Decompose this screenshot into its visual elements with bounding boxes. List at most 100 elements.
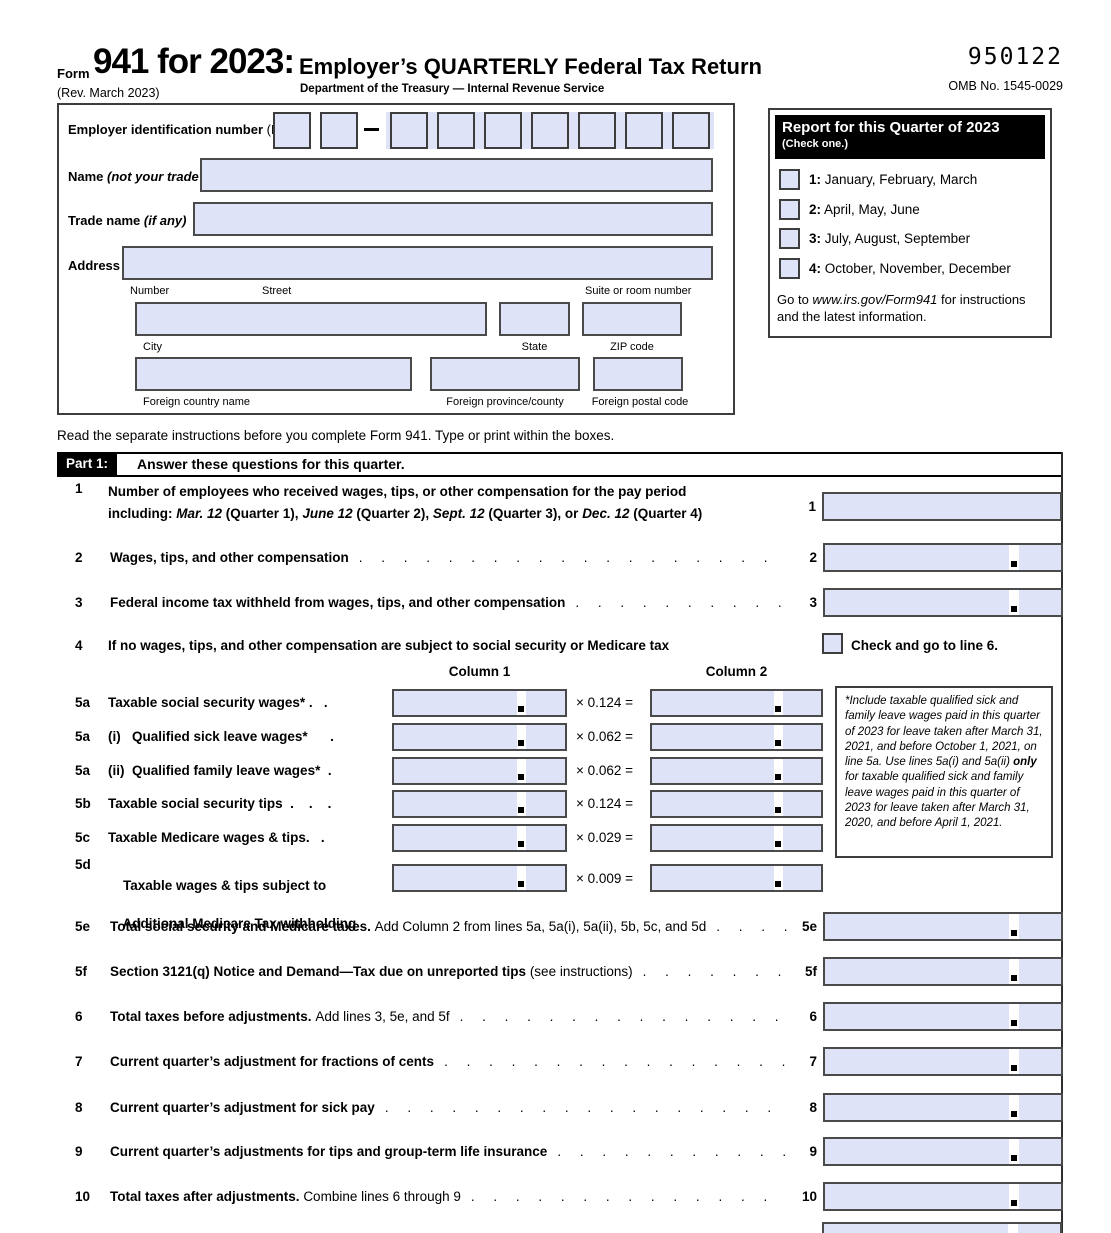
- quarter-4-num: 4:: [809, 261, 822, 276]
- ein-box-5[interactable]: [484, 112, 522, 149]
- quarter-2-months: April, May, June: [821, 202, 920, 217]
- decimal-point: [1011, 1155, 1018, 1161]
- line5f-num: 5f: [75, 964, 88, 979]
- line10-row: 10 Total taxes after adjustments. Combin…: [57, 1182, 1063, 1211]
- line5f-text: Section 3121(q) Notice and Demand—Tax du…: [110, 964, 633, 979]
- foreign-country-input[interactable]: [135, 357, 412, 391]
- line5aii-col2-input[interactable]: [650, 757, 823, 785]
- quarter-option-3-label: 3: July, August, September: [809, 231, 970, 246]
- line5aii-col1-input[interactable]: [392, 757, 567, 785]
- state-input[interactable]: [499, 302, 570, 336]
- ein-box-6[interactable]: [531, 112, 569, 149]
- ein-box-8[interactable]: [625, 112, 663, 149]
- quarter-4-months: October, November, December: [821, 261, 1011, 276]
- line5ai-num: 5a: [75, 729, 91, 744]
- line5ai-col2-input[interactable]: [650, 723, 823, 751]
- quarter-4-checkbox[interactable]: [779, 258, 800, 279]
- quarter-3-checkbox[interactable]: [779, 228, 800, 249]
- line3-right-num: 3: [809, 595, 817, 610]
- line1-mar12: Mar. 12: [176, 506, 223, 521]
- line5ai-col1-input[interactable]: [392, 723, 567, 751]
- line1-right-num: 1: [808, 499, 816, 514]
- decimal-divider: [1009, 1004, 1020, 1029]
- line5a-text: Taxable social security wages* . .: [108, 695, 328, 710]
- line5d-col1-input[interactable]: [392, 864, 567, 892]
- line5e-row: 5e Total social security and Medicare ta…: [57, 912, 1063, 941]
- quarter-2-checkbox[interactable]: [779, 199, 800, 220]
- line5e-text: Total social security and Medicare taxes…: [110, 919, 706, 934]
- decimal-point: [518, 740, 525, 746]
- line10-amount-input[interactable]: [823, 1182, 1063, 1211]
- column2-header: Column 2: [705, 664, 768, 679]
- decimal-divider: [517, 866, 527, 890]
- line11-partial-input[interactable]: [822, 1222, 1062, 1233]
- number-label: Number: [130, 285, 170, 297]
- line7-num: 7: [75, 1054, 83, 1069]
- line4-text: If no wages, tips, and other compensatio…: [108, 638, 670, 653]
- ein-box-3[interactable]: [390, 112, 428, 149]
- line5c-col1-input[interactable]: [392, 824, 567, 852]
- name-input[interactable]: [200, 158, 713, 192]
- line10-right-num: 10: [801, 1189, 817, 1204]
- line5e-rest: Add Column 2 from lines 5a, 5a(i), 5a(ii…: [374, 919, 707, 934]
- ein-box-9[interactable]: [672, 112, 710, 149]
- decimal-divider: [1008, 1224, 1019, 1233]
- ein-box-7[interactable]: [578, 112, 616, 149]
- line5f-amount-input[interactable]: [823, 957, 1063, 986]
- decimal-point: [518, 774, 525, 780]
- quarter-box-header: Report for this Quarter of 2023 (Check o…: [775, 115, 1045, 159]
- dot-leader: . . . . . . . . . . . . . . . . . . . . …: [716, 919, 787, 934]
- city-input[interactable]: [135, 302, 487, 336]
- zip-input[interactable]: [582, 302, 682, 336]
- line5a-col1-input[interactable]: [392, 689, 567, 717]
- line5b-text: Taxable social security tips . . .: [108, 796, 332, 811]
- decimal-divider: [1009, 1049, 1020, 1074]
- line5d-col2-input[interactable]: [650, 864, 823, 892]
- line1-dec12: Dec. 12: [582, 506, 630, 521]
- quarter-box-subtitle: (Check one.): [782, 138, 849, 150]
- line5b-col2-input[interactable]: [650, 790, 823, 818]
- line2-amount-input[interactable]: [823, 543, 1063, 572]
- ein-box-1[interactable]: [273, 112, 311, 149]
- decimal-divider: [1009, 1095, 1020, 1120]
- line4-checkbox[interactable]: [822, 633, 843, 654]
- decimal-divider: [773, 691, 783, 715]
- line9-amount-input[interactable]: [823, 1137, 1063, 1166]
- line5aii-mult: × 0.062 =: [576, 763, 634, 778]
- ein-box-2[interactable]: [320, 112, 358, 149]
- line8-text: Current quarter’s adjustment for sick pa…: [110, 1100, 375, 1115]
- line5e-amount-input[interactable]: [823, 912, 1063, 941]
- line10-text: Total taxes after adjustments. Combine l…: [110, 1189, 461, 1204]
- trade-name-input[interactable]: [193, 202, 713, 236]
- line5d-num: 5d: [75, 857, 91, 872]
- quarter-3-num: 3:: [809, 231, 822, 246]
- decimal-point: [1011, 606, 1018, 612]
- line7-row: 7 Current quarter’s adjustment for fract…: [57, 1047, 1063, 1076]
- foreign-postal-input[interactable]: [593, 357, 683, 391]
- decimal-point: [1011, 930, 1018, 936]
- line1-count-input[interactable]: [822, 492, 1062, 521]
- line1-q1: (Quarter 1),: [222, 506, 303, 521]
- decimal-divider: [517, 759, 527, 783]
- decimal-divider: [1009, 1184, 1020, 1209]
- line5c-mult: × 0.029 =: [576, 830, 634, 845]
- line6-amount-input[interactable]: [823, 1002, 1063, 1031]
- line1-num: 1: [75, 481, 83, 496]
- line3-amount-input[interactable]: [823, 588, 1063, 617]
- goto-url[interactable]: www.irs.gov/Form941: [812, 292, 938, 307]
- ein-box-4[interactable]: [437, 112, 475, 149]
- line2-text: Wages, tips, and other compensation: [110, 550, 349, 565]
- line5a-col2-input[interactable]: [650, 689, 823, 717]
- line7-amount-input[interactable]: [823, 1047, 1063, 1076]
- quarter-1-checkbox[interactable]: [779, 169, 800, 190]
- line10-rest: Combine lines 6 through 9: [303, 1189, 461, 1204]
- line5c-col2-input[interactable]: [650, 824, 823, 852]
- line4-check-label: Check and go to line 6.: [851, 638, 999, 653]
- line5b-col1-input[interactable]: [392, 790, 567, 818]
- decimal-point: [774, 774, 781, 780]
- address-input[interactable]: [122, 246, 713, 280]
- foreign-province-input[interactable]: [430, 357, 580, 391]
- line10-num: 10: [75, 1189, 91, 1204]
- decimal-point: [1011, 975, 1018, 981]
- line8-amount-input[interactable]: [823, 1093, 1063, 1122]
